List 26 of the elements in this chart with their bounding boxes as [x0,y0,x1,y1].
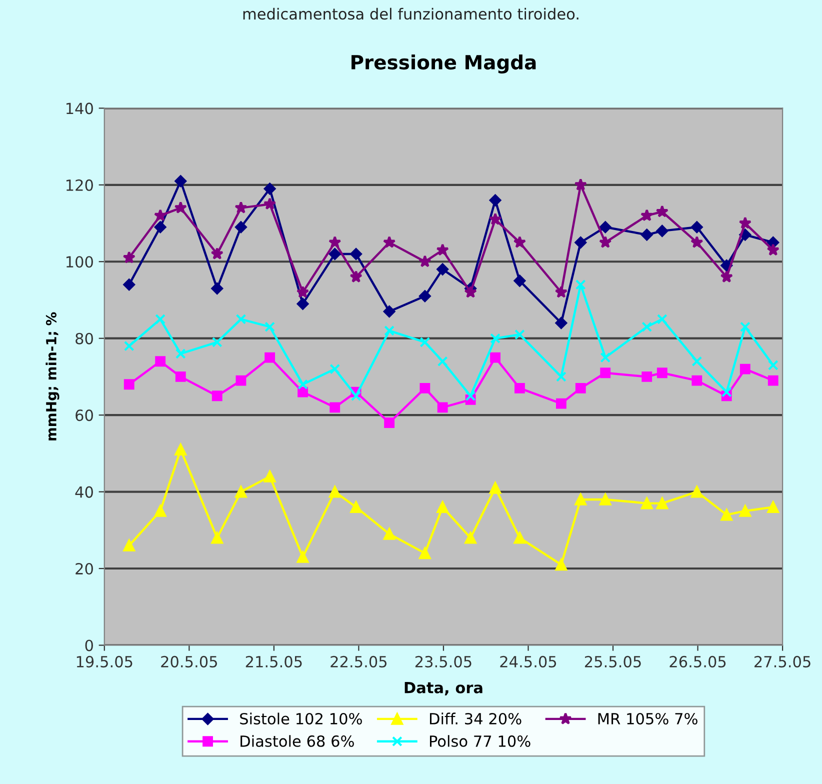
y-tick-label: 40 [75,486,93,498]
x-tick-label: 25.5.05 [584,656,641,668]
y-tick-label: 80 [76,332,93,344]
y-tick-label: 120 [66,179,93,191]
chart-title: Pressione Magda [352,54,536,74]
x-axis-title: Data, ora [404,682,482,696]
legend-label: Diastole 68 6% [240,735,354,747]
text: medicamentosa del funzionamento tiroideo. [243,8,578,20]
y-tick-label: 60 [76,410,93,422]
y-tick-label: 20 [76,562,93,575]
legend-label: MR 105% 7% [598,712,698,725]
x-tick-label: 26.5.05 [670,656,726,668]
x-tick-label: 20.5.05 [161,656,217,668]
legend-label: Sistole 102 10% [240,712,362,725]
x-tick-label: 27.5.05 [754,656,810,668]
y-tick-label: 140 [66,102,93,114]
x-tick-label: 19.5.05 [76,656,132,668]
x-tick-label: 22.5.05 [330,656,387,668]
legend-label: Diff. 34 20% [430,712,522,725]
legend-label: Polso 77 10% [430,735,530,747]
x-tick-label: 21.5.05 [246,656,302,668]
x-tick-label: 24.5.05 [500,656,556,668]
x-tick-label: 23.5.05 [415,656,472,668]
y-tick-label: 100 [66,256,93,268]
y-tick-label: 0 [85,640,93,652]
y-axis-title: mmHg; min-1; % [46,312,60,440]
